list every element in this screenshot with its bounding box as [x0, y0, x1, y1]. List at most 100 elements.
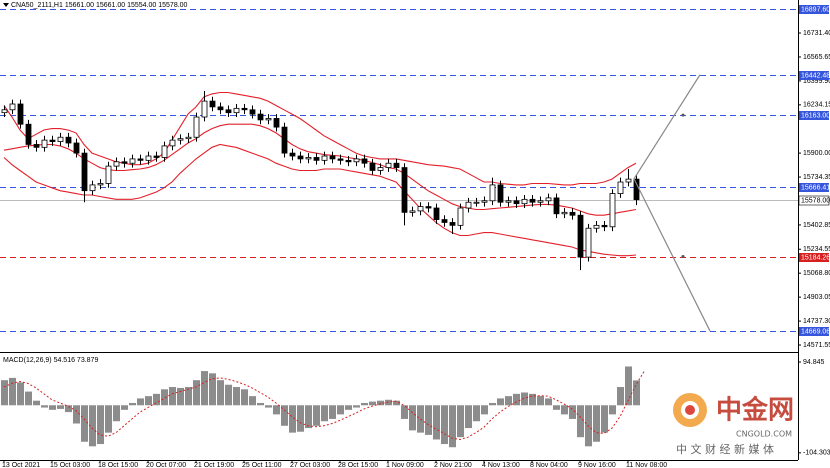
candle-body: [297, 155, 304, 160]
candle-body: [89, 184, 96, 192]
macd-bar: [329, 405, 336, 419]
macd-bar: [105, 405, 112, 433]
macd-bar: [209, 373, 216, 406]
macd-bar: [561, 405, 568, 415]
macd-bar: [313, 405, 320, 426]
candle-body: [537, 200, 544, 203]
macd-bar: [569, 405, 576, 419]
macd-bar: [361, 402, 368, 406]
macd-bar: [625, 366, 632, 406]
macd-bar: [433, 405, 440, 440]
macd-bar: [121, 405, 128, 410]
x-tick-label: 28 Oct 15:00: [338, 462, 378, 468]
y-tick-label: 16234.15: [803, 102, 830, 109]
candle-body: [561, 211, 568, 215]
candle-body: [625, 178, 632, 183]
macd-bar: [89, 405, 96, 447]
macd-bar: [97, 405, 104, 445]
candle-body: [593, 224, 600, 229]
macd-bar: [345, 405, 352, 410]
macd-bar: [25, 391, 32, 406]
macd-bar: [497, 398, 504, 406]
y-tick-label: 14903.05: [803, 294, 830, 301]
candle-body: [521, 198, 528, 205]
candle-body: [377, 167, 384, 171]
level-tag: [799, 253, 829, 262]
macd-bar: [193, 380, 200, 406]
macd-bar: [33, 400, 40, 406]
candle-body: [105, 165, 112, 184]
macd-bar: [601, 405, 608, 433]
level-label: 16442.48: [801, 72, 830, 79]
x-tick-label: 27 Oct 03:00: [290, 462, 330, 468]
watermark-site: CNGOLD.COM: [736, 430, 792, 439]
candle-body: [1, 109, 8, 114]
y-tick-label: 16399.90: [803, 78, 830, 85]
candle-body: [137, 158, 144, 161]
candle-body: [505, 200, 512, 203]
candle-body: [49, 139, 56, 142]
candle-body: [449, 222, 456, 226]
level-tag: [799, 327, 829, 336]
macd-bar: [337, 405, 344, 415]
title-arrow: [3, 3, 9, 7]
candle-body: [193, 116, 200, 138]
macd-bar: [449, 405, 456, 448]
macd-bar: [489, 402, 496, 406]
x-tick-label: 20 Oct 07:00: [146, 462, 186, 468]
y-tick-label: 15402.85: [803, 222, 830, 229]
macd-bar: [281, 405, 288, 426]
candle-body: [9, 103, 16, 111]
candle-body: [313, 157, 320, 161]
macd-bar: [145, 396, 152, 406]
macd-bar: [273, 405, 280, 415]
candle-body: [81, 152, 88, 192]
candle-body: [169, 139, 176, 147]
candle-body: [433, 207, 440, 220]
candle-body: [321, 155, 328, 161]
level-label: 15666.41: [801, 184, 830, 191]
macd-bar: [1, 380, 8, 406]
candle-body: [305, 157, 312, 160]
macd-bar: [9, 377, 16, 406]
last-price-label: 15578.00: [801, 197, 830, 204]
candle-body: [113, 161, 120, 167]
macd-bar: [297, 405, 304, 432]
candle-body: [497, 184, 504, 203]
level-label: 15184.26: [801, 254, 830, 261]
macd-bar: [57, 405, 64, 409]
candle-body: [553, 197, 560, 215]
candle-body: [289, 152, 296, 157]
macd-bar: [129, 402, 136, 406]
macd-bar: [201, 371, 208, 406]
macd-bar: [537, 396, 544, 406]
macd-bar: [321, 405, 328, 422]
macd-bar: [289, 405, 296, 433]
macd-bar: [529, 393, 536, 406]
macd-bar: [49, 405, 56, 410]
macd-bar: [177, 387, 184, 406]
x-tick-label: 15 Oct 03:00: [50, 462, 90, 468]
macd-bar: [409, 405, 416, 431]
candle-body: [201, 100, 208, 118]
candle-body: [177, 138, 184, 141]
macd-bar: [113, 405, 120, 422]
candle-body: [617, 181, 624, 194]
candle-body: [577, 214, 584, 258]
macd-title: MACD(12,26,9) 54.516 73.879: [3, 357, 98, 364]
candle-body: [57, 136, 64, 142]
projection-line: [633, 178, 711, 332]
candle-body: [633, 178, 640, 201]
projection-point: [681, 255, 685, 259]
level-label: 16897.60: [801, 6, 830, 13]
candle-body: [129, 158, 136, 164]
candle-body: [409, 210, 416, 213]
watermark-slogan: 中 文 财 经 新 媒 体: [676, 442, 774, 456]
candle-body: [369, 162, 376, 171]
candle-body: [233, 107, 240, 114]
macd-bar: [393, 400, 400, 406]
level-tag: [799, 183, 829, 192]
candle-body: [73, 142, 80, 154]
